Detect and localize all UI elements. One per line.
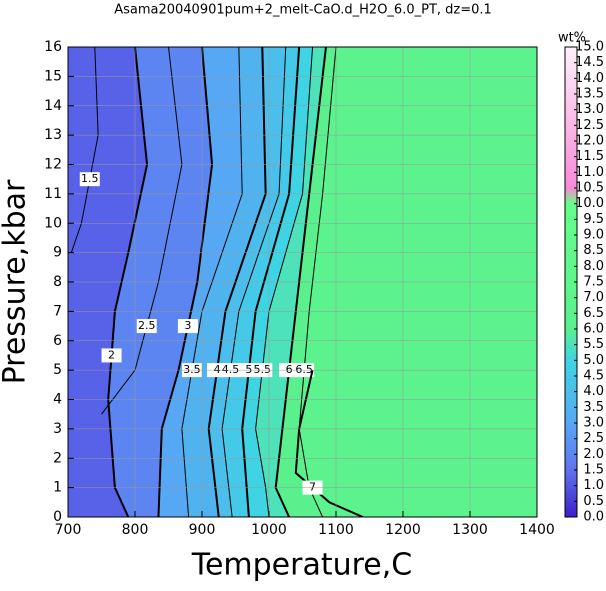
colorbar-tick-label: 5.5: [583, 337, 604, 352]
colorbar-tick-label: 4.0: [583, 384, 604, 399]
colorbar-tick-label: 1.0: [583, 478, 604, 493]
contour-label: 7: [309, 481, 316, 494]
x-tick-label: 800: [122, 522, 149, 538]
y-tick-label: 10: [44, 215, 62, 231]
y-tick-label: 14: [44, 98, 62, 114]
y-tick-label: 6: [53, 333, 62, 349]
y-tick-label: 2: [53, 450, 62, 466]
x-tick-label: 1000: [251, 522, 287, 538]
colorbar-tick-label: 11.0: [575, 165, 604, 180]
y-tick-label: 15: [44, 68, 62, 84]
contour-label-bg: [101, 348, 122, 363]
contour-label: 4: [214, 363, 221, 376]
y-tick-label: 1: [53, 480, 62, 496]
x-tick-label: 900: [189, 522, 216, 538]
chart-title: Asama20040901pum+2_melt-CaO.d_H2O_6.0_PT…: [114, 3, 492, 18]
y-tick-label: 5: [53, 362, 62, 378]
colorbar-tick-label: 2.5: [583, 431, 604, 446]
colorbar-tick-label: 12.0: [575, 134, 604, 149]
contour-label: 5: [245, 363, 252, 376]
y-tick-label: 3: [53, 421, 62, 437]
y-axis-label: Pressure,kbar: [0, 179, 33, 384]
colorbar-tick-label: 7.5: [583, 275, 604, 290]
colorbar-tick-label: 10.5: [575, 181, 604, 196]
colorbar-tick-label: 2.0: [583, 447, 604, 462]
contour-label-bg: [79, 172, 100, 187]
x-tick-label: 1100: [318, 522, 354, 538]
colorbar-tick-label: 11.5: [575, 149, 604, 164]
contour-label: 4.5: [222, 363, 240, 376]
y-tick-label: 11: [44, 186, 62, 202]
x-tick-label: 1200: [385, 522, 421, 538]
y-tick-label: 4: [53, 392, 62, 408]
y-tick-label: 13: [44, 127, 62, 143]
plot-area: 1.5 2 2.5 3 3.5 4 4.5 5 5.5 6 6.5 7: [68, 47, 537, 517]
colorbar-tick-label: 8.5: [583, 243, 604, 258]
colorbar-tick-label: 0.5: [583, 494, 604, 509]
colorbar-tick-label: 7.0: [583, 290, 604, 305]
contour-label-bg: [136, 319, 157, 334]
colorbar-tick-label: 1.5: [583, 463, 604, 478]
colorbar-tick-label: 14.0: [575, 71, 604, 86]
colorbar-tick-label: 9.0: [583, 228, 604, 243]
colorbar-tick-label: 5.0: [583, 353, 604, 368]
contour-line: [294, 369, 364, 517]
x-tick-label: 1400: [519, 522, 555, 538]
x-tick-label: 700: [55, 522, 82, 538]
contour-label: 2: [108, 348, 115, 361]
colorbar-tick-label: 9.5: [583, 212, 604, 227]
y-tick-label: 16: [44, 39, 62, 55]
colorbar-tick-label: 4.5: [583, 369, 604, 384]
colorbar-tick-label: 13.0: [575, 102, 604, 117]
x-axis-label: Temperature,C: [191, 548, 413, 583]
colorbar-tick-label: 12.5: [575, 118, 604, 133]
contour-label: 6: [286, 363, 293, 376]
colorbar-tick-label: 3.0: [583, 416, 604, 431]
contour-label: 5.5: [254, 363, 272, 376]
y-tick-label: 8: [53, 274, 62, 290]
contour-label: 6.5: [295, 363, 313, 376]
y-tick-label: 9: [53, 245, 62, 261]
contour-label-bg: [177, 319, 198, 334]
colorbar-tick-label: 15.0: [575, 40, 604, 55]
y-tick-label: 0: [53, 509, 62, 525]
colorbar-label: wt%: [558, 31, 586, 46]
y-tick-label: 12: [44, 157, 62, 173]
contour-label: 3: [184, 319, 191, 332]
colorbar-tick-label: 10.0: [575, 196, 604, 211]
colorbar-tick-label: 0.0: [583, 510, 604, 525]
x-tick-label: 1300: [452, 522, 488, 538]
contour-label: 1.5: [81, 172, 99, 185]
colorbar-tick-label: 13.5: [575, 87, 604, 102]
colorbar-tick-label: 6.0: [583, 322, 604, 337]
contour-label: 2.5: [138, 319, 156, 332]
colorbar-tick-label: 8.0: [583, 259, 604, 274]
colorbar-tick-label: 3.5: [583, 400, 604, 415]
colorbar-tick-label: 6.5: [583, 306, 604, 321]
colorbar-tick-label: 14.5: [575, 55, 604, 70]
y-tick-label: 7: [53, 303, 62, 319]
contour-label: 3.5: [183, 363, 201, 376]
